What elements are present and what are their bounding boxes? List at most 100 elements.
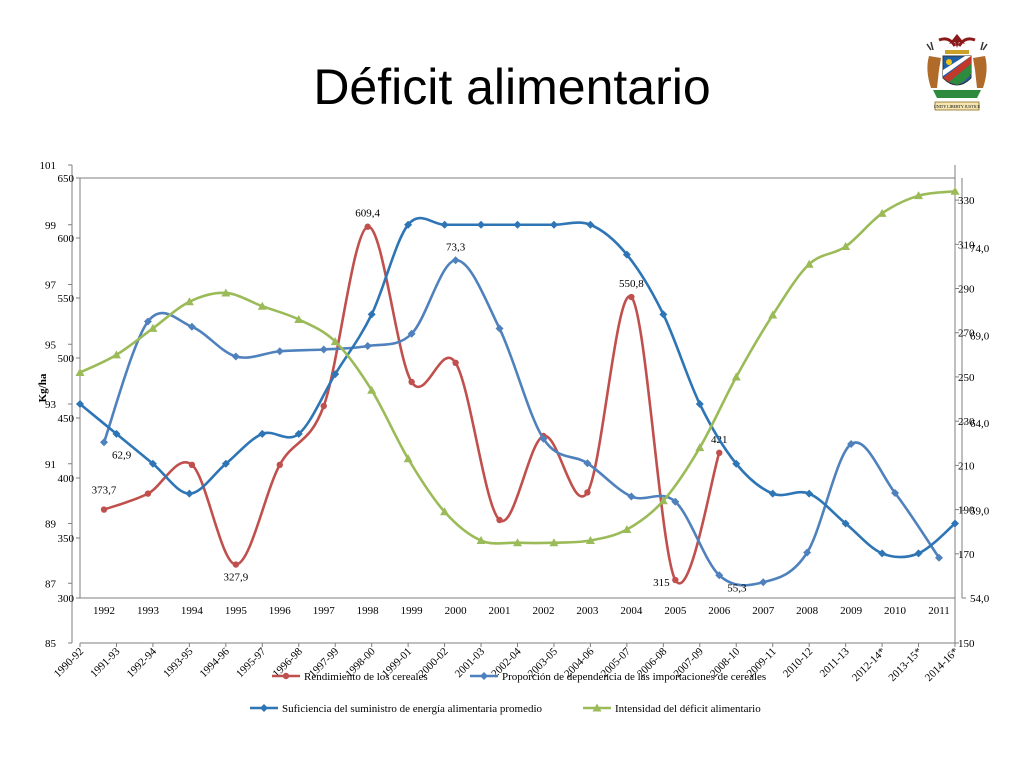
data-point (440, 507, 450, 516)
tick-label-year: 1995 (225, 605, 248, 617)
series-3 (75, 186, 960, 547)
tick-label-right-b: 59,0 (970, 506, 990, 518)
tick-label-left-b: 101 (40, 160, 57, 172)
tick-label-period: 1992-94 (125, 645, 160, 680)
data-point (188, 461, 196, 468)
tick-label-right-a: 230 (958, 416, 975, 428)
data-point (440, 220, 449, 229)
tick-label-left-a: 400 (58, 473, 75, 485)
data-point (331, 370, 340, 379)
data-point (144, 490, 152, 497)
data-point (622, 250, 631, 259)
data-point (187, 322, 196, 331)
data-label: 609,4 (355, 208, 380, 220)
data-point (671, 497, 680, 506)
tick-label-left-a: 500 (58, 353, 75, 365)
data-point (935, 553, 943, 562)
tick-label-year: 2011 (928, 605, 950, 617)
tick-label-year: 2000 (445, 605, 468, 617)
series-line (79, 189, 956, 545)
data-point (276, 461, 283, 468)
legend-label: Proporción de dependencia de las importa… (502, 671, 766, 683)
tick-label-right-a: 270 (958, 328, 975, 340)
data-point (627, 492, 636, 501)
tick-label-year: 2008 (796, 605, 819, 617)
data-label: 315 (653, 577, 670, 589)
data-point (951, 519, 959, 528)
data-point (586, 220, 595, 229)
data-point (294, 314, 304, 323)
tick-label-left-b: 99 (45, 220, 57, 232)
data-point (496, 516, 503, 524)
data-point (658, 496, 668, 505)
coat-of-arms-icon: UNITY LIBERTY JUSTICE (926, 34, 988, 111)
tick-label-right-a: 150 (958, 638, 975, 650)
data-point (715, 571, 724, 580)
data-point (549, 220, 558, 229)
data-point (891, 489, 900, 497)
tick-label-left-b: 93 (45, 399, 57, 411)
data-point (732, 459, 741, 468)
tick-label-year: 1998 (357, 605, 380, 617)
data-point (805, 489, 814, 498)
data-point (477, 220, 486, 229)
tick-label-right-b: 54,0 (970, 593, 990, 605)
data-point (100, 438, 108, 447)
data-point (143, 317, 152, 326)
data-point (403, 454, 413, 463)
tick-label-period: 2013-15* (886, 646, 924, 684)
tick-label-year: 2001 (489, 605, 511, 617)
data-point (184, 297, 194, 306)
data-point (319, 345, 328, 354)
data-point (451, 256, 460, 265)
data-point (841, 242, 851, 251)
data-point (408, 378, 415, 386)
data-label: 327,9 (223, 572, 248, 584)
data-label: 550,8 (619, 278, 644, 290)
tick-label-year: 2009 (840, 605, 863, 617)
data-point (100, 506, 108, 513)
tick-label-right-a: 290 (958, 284, 975, 296)
tick-label-right-a: 170 (958, 549, 975, 561)
legend-marker (592, 703, 602, 712)
data-point (258, 429, 267, 438)
data-point (768, 489, 777, 498)
tick-label-year: 2002 (532, 605, 554, 617)
tick-label-year: 1996 (269, 605, 292, 617)
data-point (111, 350, 121, 359)
tick-label-year: 1994 (181, 605, 204, 617)
data-point (914, 191, 924, 200)
tick-label-left-a: 550 (58, 293, 75, 305)
data-point (404, 220, 413, 229)
legend-marker (260, 704, 268, 712)
series-line (102, 258, 941, 587)
data-point (148, 323, 158, 332)
tick-label-year: 2007 (752, 605, 775, 617)
data-point (112, 429, 121, 438)
data-point (495, 324, 504, 333)
data-point (231, 352, 240, 361)
tick-label-period: 1995-97 (234, 645, 269, 680)
data-point (841, 519, 850, 528)
data-point (585, 536, 595, 545)
tick-label-left-a: 650 (58, 173, 75, 185)
legend-label: Suficiencia del suministro de energía al… (282, 703, 543, 715)
data-point (185, 489, 194, 498)
series-1: 62,9 73,3 55,3 (100, 241, 943, 594)
data-label: 373,7 (92, 485, 117, 497)
emblem-motto: UNITY LIBERTY JUSTICE (934, 104, 981, 109)
data-point (76, 400, 84, 408)
tick-label-period: 1991-93 (88, 645, 123, 680)
data-point (330, 337, 340, 346)
legend-item: Rendimiento de los cereales (272, 671, 428, 683)
data-point (221, 288, 231, 297)
legend-label: Intensidad del déficit alimentario (615, 703, 761, 715)
data-point (672, 576, 679, 584)
data-point (148, 459, 157, 468)
data-point (294, 429, 303, 438)
tick-label-year: 1993 (137, 605, 160, 617)
data-point (768, 310, 778, 319)
data-point (549, 538, 559, 547)
data-point (364, 223, 371, 230)
plot-area-frame (79, 177, 956, 599)
